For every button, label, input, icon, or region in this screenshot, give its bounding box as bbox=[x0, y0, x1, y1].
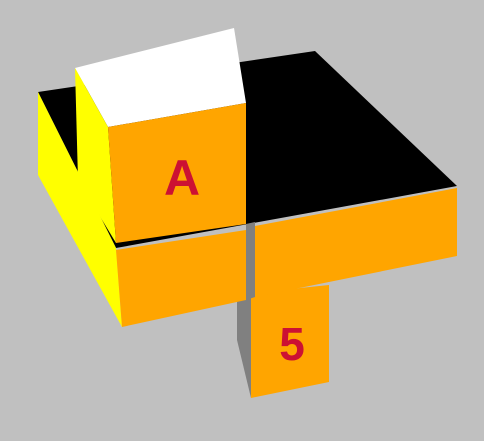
hanging-block-side-face bbox=[237, 290, 251, 398]
tall-cube-label: A bbox=[164, 150, 200, 206]
tall-cube-left-face bbox=[75, 68, 116, 243]
tall-cube-front-face bbox=[108, 103, 246, 243]
hanging-block-label: 5 bbox=[279, 318, 305, 370]
large-slab-left-face bbox=[38, 92, 122, 327]
large-slab-front-right-face bbox=[255, 188, 457, 297]
tall-cube[interactable]: A bbox=[75, 28, 246, 243]
tall-cube-top-face bbox=[75, 28, 246, 127]
hanging-block[interactable]: 5 bbox=[237, 285, 329, 398]
large-slab-front-left-face bbox=[116, 230, 246, 327]
large-slab-gap-shadow bbox=[246, 222, 255, 300]
hanging-block-front-face bbox=[251, 285, 329, 398]
